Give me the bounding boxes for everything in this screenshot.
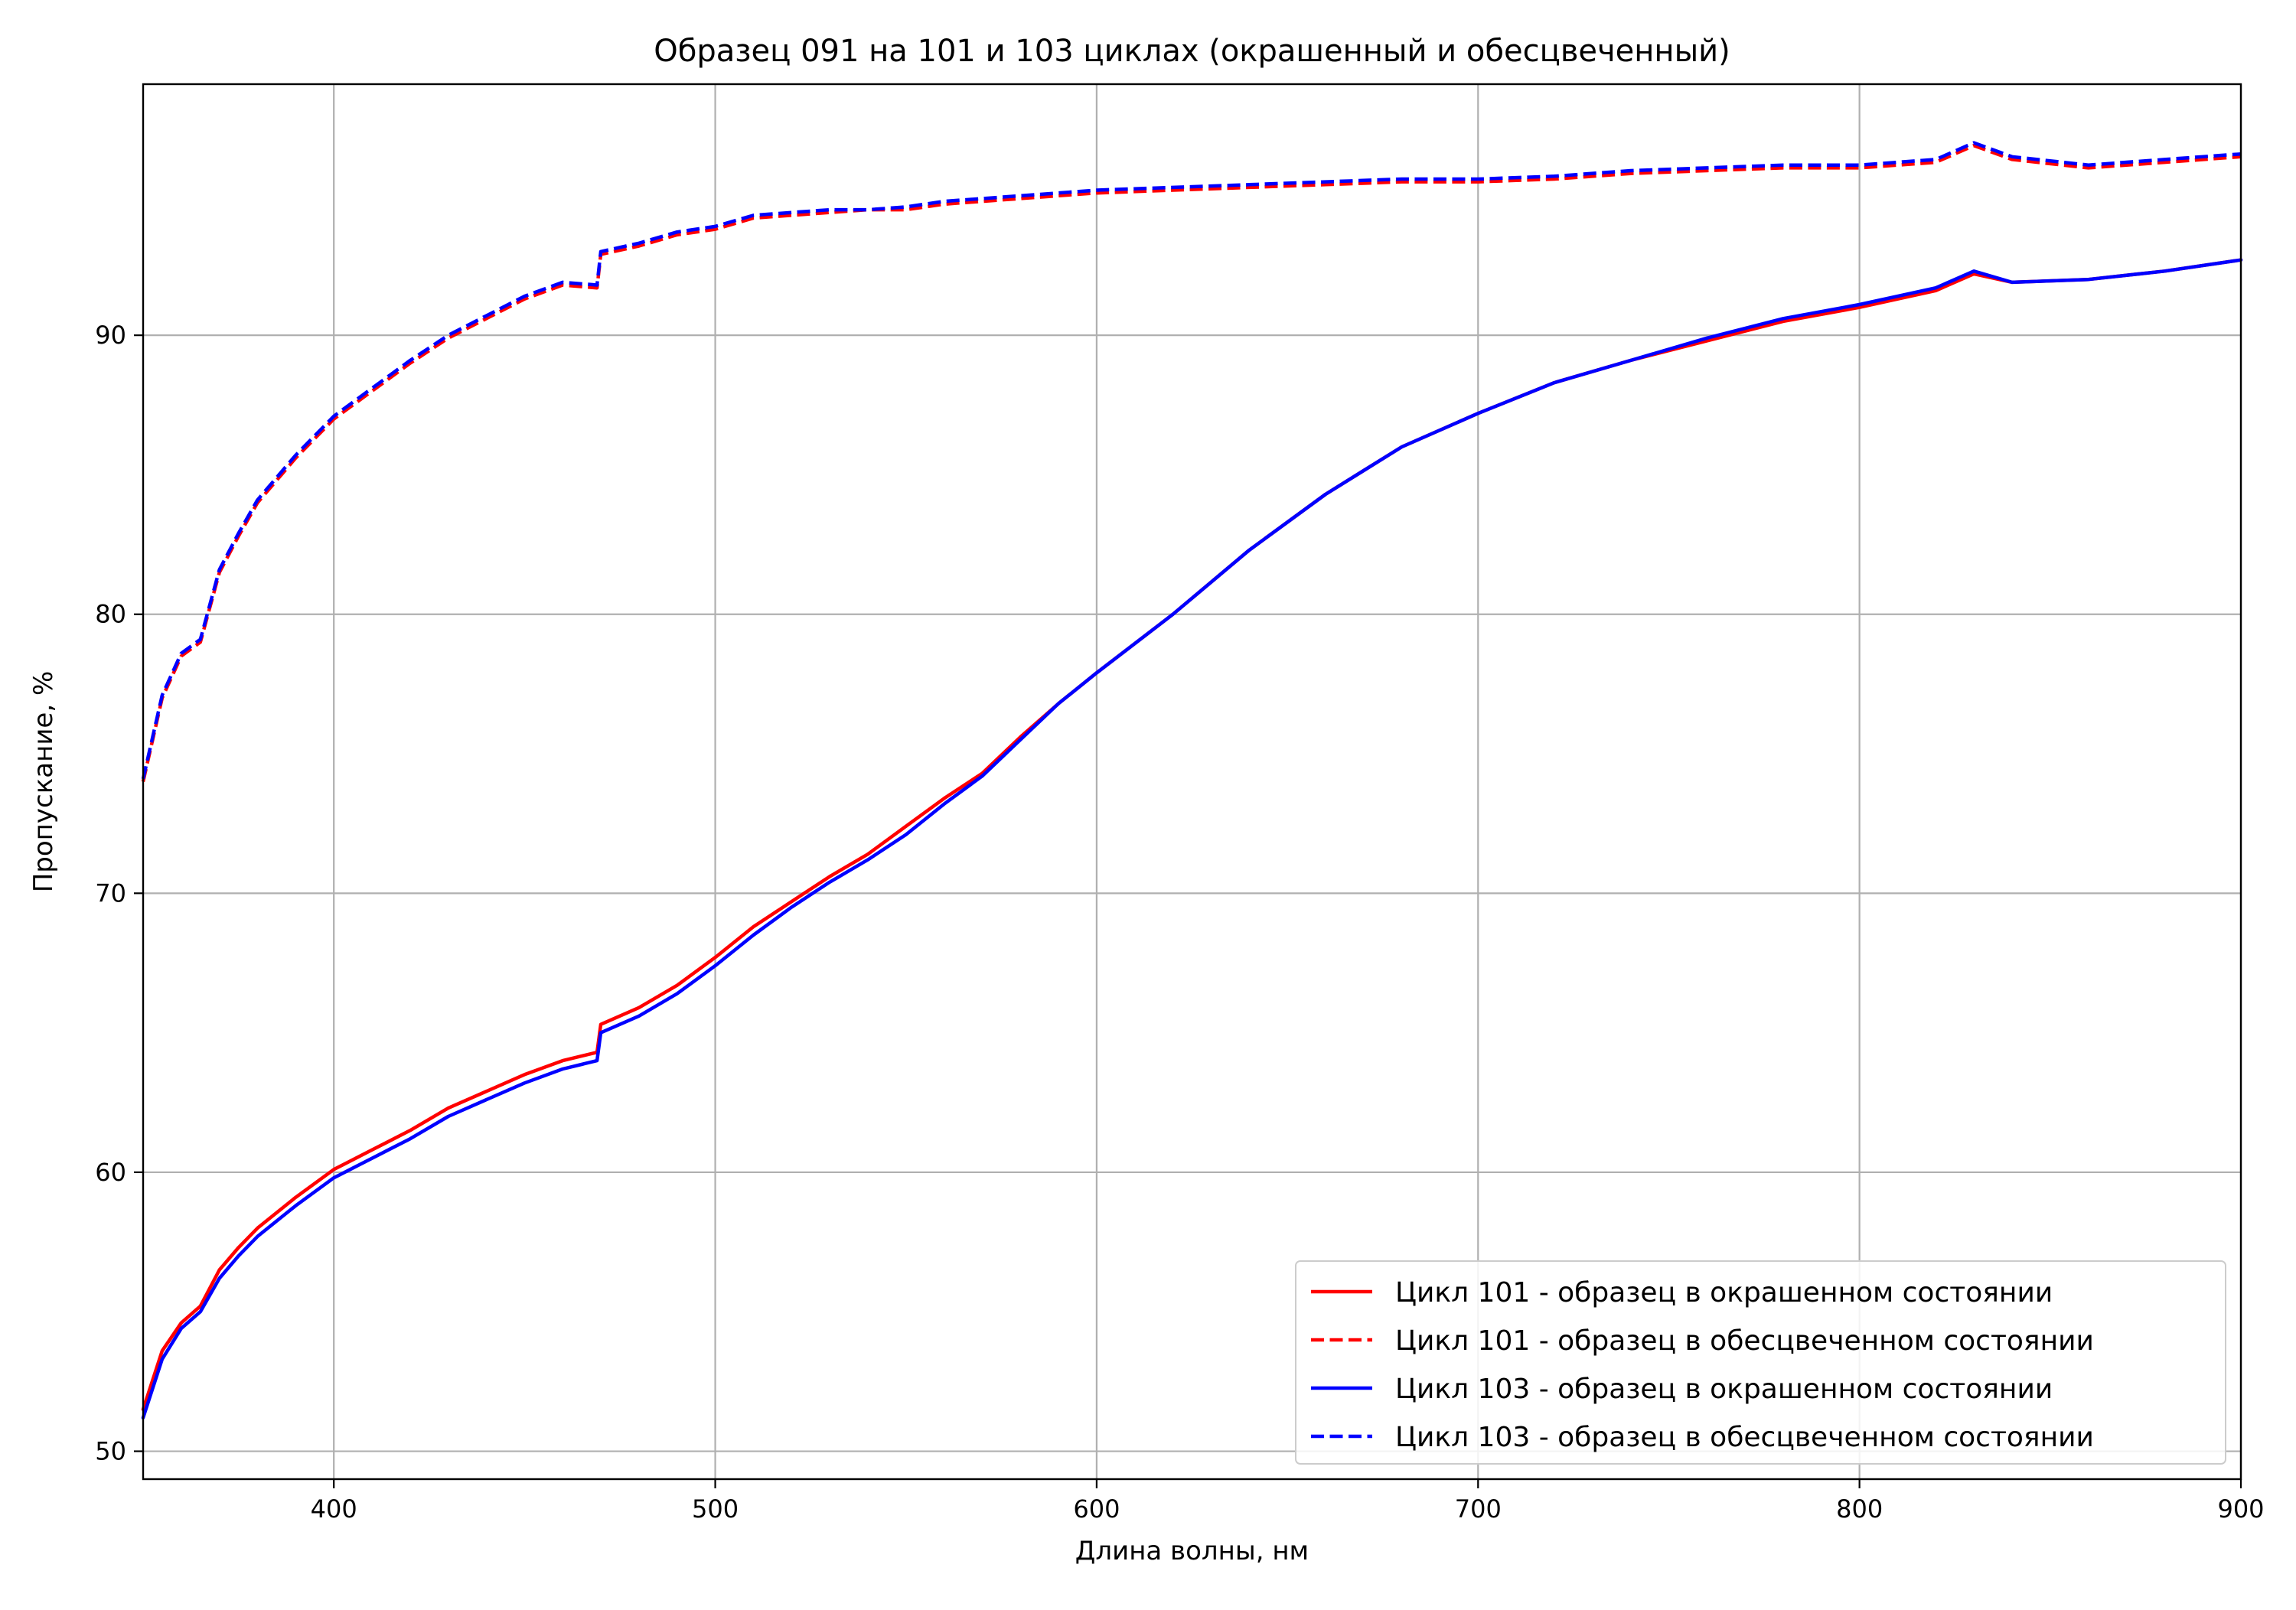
y-tick-label: 70 [95, 878, 126, 908]
x-tick-label: 800 [1836, 1494, 1883, 1524]
y-tick-label: 80 [95, 600, 126, 629]
legend-label-2: Цикл 101 - образец в обесцвеченном состо… [1395, 1325, 2094, 1357]
legend: Цикл 101 - образец в окрашенном состояни… [1295, 1260, 2226, 1465]
x-tick-label: 700 [1455, 1494, 1502, 1524]
x-tick-label: 400 [311, 1494, 357, 1524]
tick-layer: 400 500 600 700 800 900 50 60 70 80 90 [95, 321, 2264, 1524]
plot-frame [142, 83, 2242, 1481]
series-line-2 [141, 143, 2242, 782]
x-tick-label: 500 [692, 1494, 739, 1524]
series-line-4 [141, 141, 2242, 780]
x-tick-label: 600 [1073, 1494, 1120, 1524]
y-tick-label: 50 [95, 1437, 126, 1466]
series-line-1 [141, 258, 2243, 1412]
series-layer [141, 141, 2243, 1420]
legend-label-4: Цикл 103 - образец в обесцвеченном состо… [1395, 1422, 2094, 1453]
legend-box [1295, 1260, 2226, 1465]
x-axis-label: Длина волны, нм [1075, 1536, 1309, 1566]
legend-label-1: Цикл 101 - образец в окрашенном состояни… [1395, 1277, 2053, 1309]
y-tick-label: 60 [95, 1158, 126, 1187]
series-line-3 [141, 258, 2243, 1420]
y-axis-label: Пропускание, % [28, 671, 59, 893]
y-tick-label: 90 [95, 321, 126, 350]
legend-label-3: Цикл 103 - образец в окрашенном состояни… [1395, 1374, 2053, 1405]
chart-title: Образец 091 на 101 и 103 циклах (окрашен… [654, 34, 1730, 69]
grid-layer [143, 84, 2242, 1479]
x-tick-label: 900 [2217, 1494, 2264, 1524]
